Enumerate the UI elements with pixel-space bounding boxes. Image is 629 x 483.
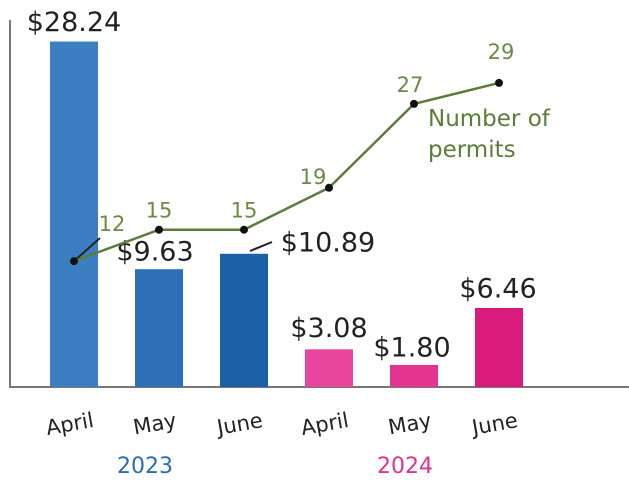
line-value-label: 19	[300, 165, 327, 189]
x-tick-label: May	[386, 408, 433, 439]
line-value-label: 15	[231, 199, 258, 223]
value-label: $3.08	[290, 313, 367, 344]
bar	[390, 364, 438, 387]
bar	[50, 41, 98, 387]
value-label: $28.24	[27, 7, 121, 38]
leader	[73, 237, 101, 262]
line-point	[325, 183, 333, 192]
line	[73, 81, 500, 263]
line-point	[70, 257, 78, 266]
line-value-label: 12	[99, 212, 126, 236]
value-label: $1.80	[373, 332, 450, 363]
x-tick-label: June	[468, 408, 519, 440]
line-point	[410, 99, 418, 108]
bar	[305, 349, 353, 387]
line-point	[240, 225, 248, 234]
line-value-label: 15	[146, 199, 173, 223]
value-label: $6.46	[459, 273, 536, 304]
x-tick-label: June	[213, 408, 264, 440]
x-tick-label: May	[131, 408, 178, 439]
bar	[220, 253, 268, 387]
line-point	[495, 78, 503, 87]
line-value-label: 27	[397, 73, 424, 97]
group-label: 2023	[117, 454, 173, 479]
line-point	[155, 225, 163, 234]
line-value-label: 29	[488, 40, 515, 64]
x-tick-label: April	[44, 408, 95, 440]
bar	[135, 269, 183, 387]
bar	[475, 307, 523, 387]
x-tick-label: April	[299, 408, 350, 440]
value-label: $10.89	[281, 227, 375, 258]
group-label: 2024	[377, 454, 433, 479]
leader	[249, 241, 273, 252]
series-label: Number of permits	[428, 106, 550, 163]
